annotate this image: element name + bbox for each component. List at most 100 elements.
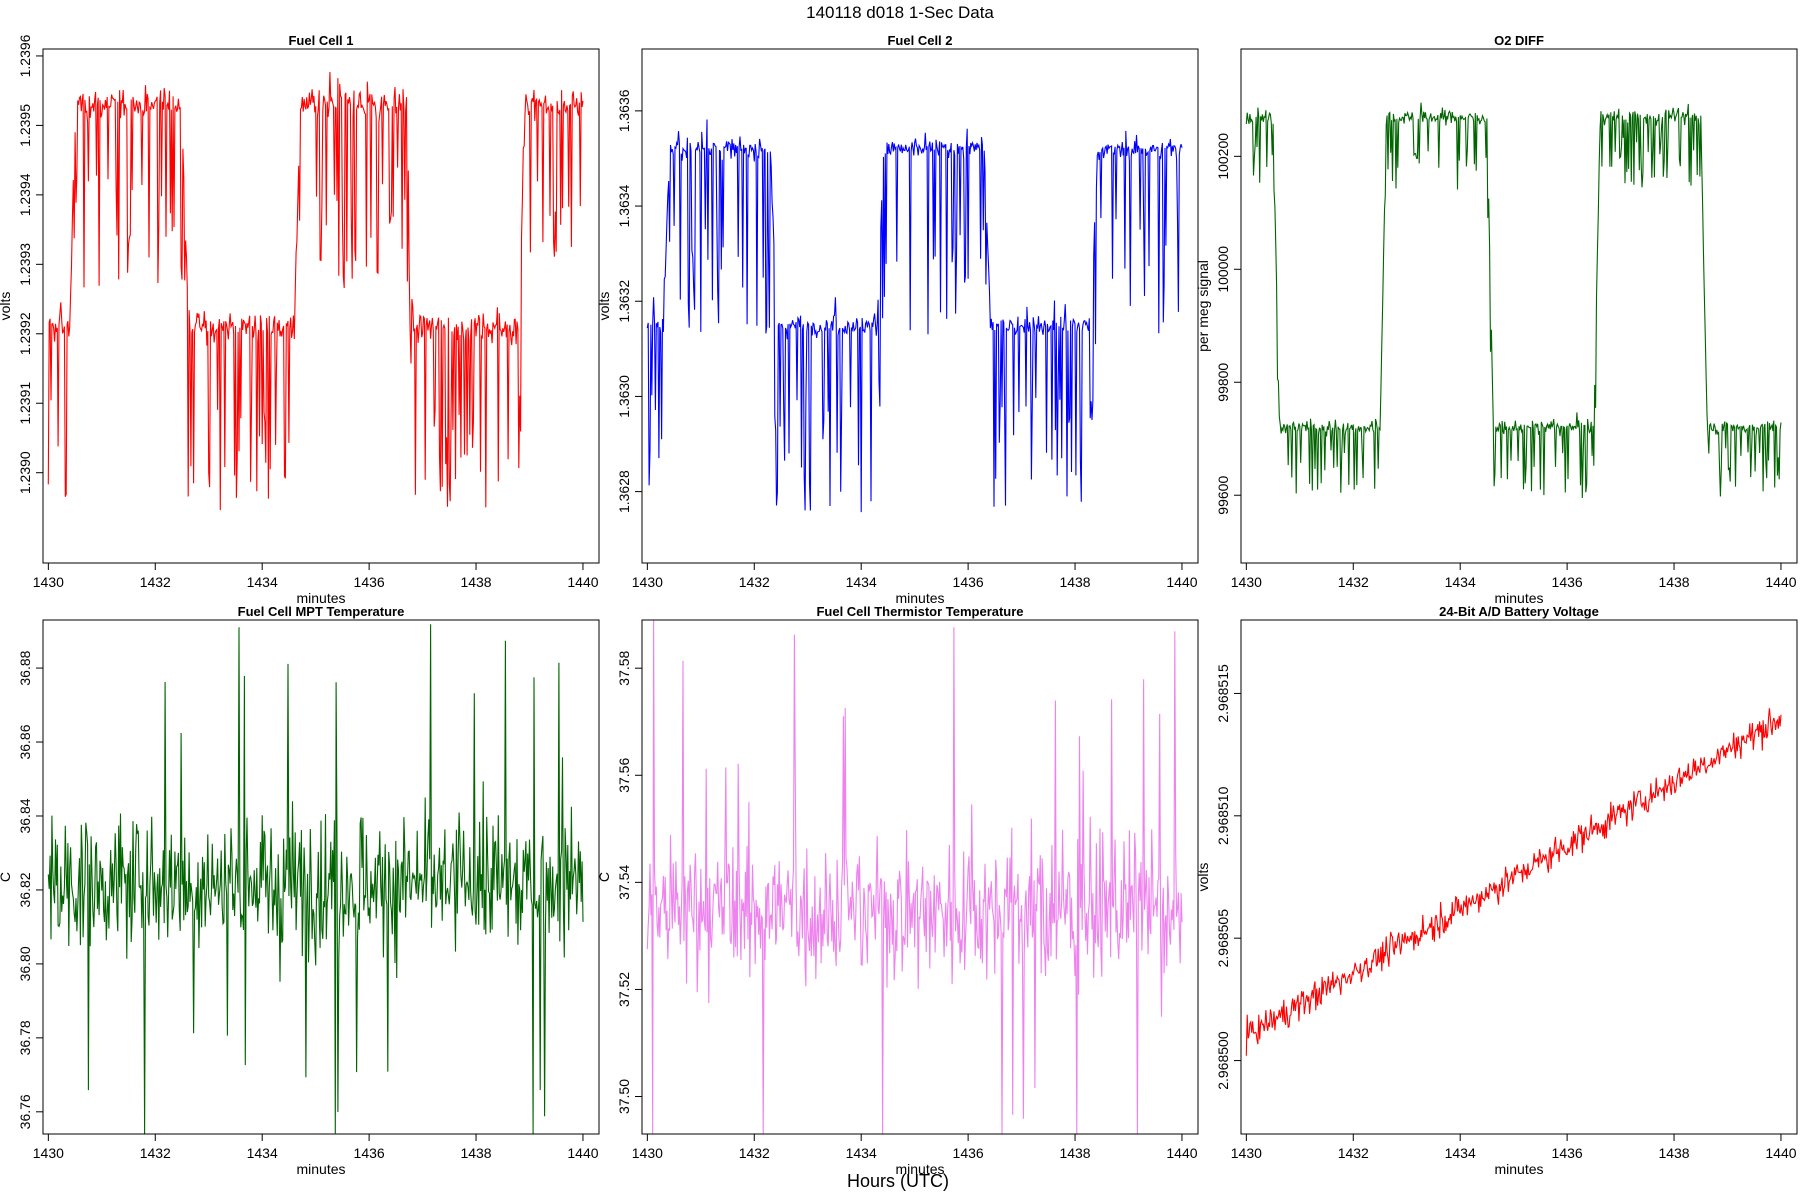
chart-panel-6: 24-Bit A/D Battery Voltage 1430 1432 1434 14… xyxy=(1195,604,1798,1177)
x-tick-label: 1432 xyxy=(140,1145,171,1161)
y-tick-label: 37.52 xyxy=(616,972,632,1007)
x-tick-label: 1440 xyxy=(1166,1145,1197,1161)
x-tick-label: 1436 xyxy=(953,1145,984,1161)
y-tick-label: 1.3630 xyxy=(616,375,632,418)
y-tick-label: 1.2393 xyxy=(17,243,33,286)
x-tick-label: 1438 xyxy=(460,574,491,590)
x-tick-label: 1438 xyxy=(1658,574,1689,590)
y-tick-label: 99800 xyxy=(1215,363,1231,402)
chart-panel-3: O2 DIFF 1430 1432 1434 1436 1438 1440 minutes 99… xyxy=(1195,33,1798,606)
y-tick-label: 2.968510 xyxy=(1215,786,1231,845)
panel-title: Fuel Cell MPT Temperature xyxy=(238,604,405,619)
chart-panel-1: Fuel Cell 1 1430 1432 1434 1436 1438 1440 minut… xyxy=(0,33,600,606)
y-tick-label: 36.76 xyxy=(17,1094,33,1129)
y-axis-label: volts xyxy=(596,292,612,321)
x-tick-label: 1440 xyxy=(1765,1145,1796,1161)
y-tick-label: 36.82 xyxy=(17,872,33,907)
x-tick-label: 1438 xyxy=(1059,1145,1090,1161)
x-axis-label: minutes xyxy=(895,1161,944,1177)
plot-frame xyxy=(1240,619,1798,1135)
y-tick-label: 1.2392 xyxy=(17,312,33,355)
x-tick-label: 1436 xyxy=(354,574,385,590)
y-tick-label: 2.968500 xyxy=(1215,1031,1231,1090)
x-tick-label: 1432 xyxy=(1338,1145,1369,1161)
series-line xyxy=(47,624,584,1135)
y-tick-label: 36.88 xyxy=(17,650,33,685)
x-tick-label: 1434 xyxy=(846,574,877,590)
y-axis-label: volts xyxy=(0,292,13,321)
x-tick-label: 1438 xyxy=(1658,1145,1689,1161)
x-axis-label: minutes xyxy=(296,1161,345,1177)
y-tick-label: 1.2396 xyxy=(17,34,33,77)
figure-xlabel: Hours (UTC) xyxy=(847,1171,949,1191)
x-tick-label: 1436 xyxy=(1552,1145,1583,1161)
y-axis-label: per meg signal xyxy=(1195,260,1211,352)
series-line xyxy=(646,119,1183,513)
y-tick-label: 1.3636 xyxy=(616,89,632,132)
panel-title: Fuel Cell Thermistor Temperature xyxy=(816,604,1023,619)
x-axis-label: minutes xyxy=(1494,590,1543,606)
y-tick-label: 1.2395 xyxy=(17,104,33,147)
y-tick-label: 1.2394 xyxy=(17,173,33,216)
plot-frame xyxy=(1240,48,1798,564)
x-axis-label: minutes xyxy=(296,590,345,606)
x-tick-label: 1440 xyxy=(567,574,598,590)
panel-title: O2 DIFF xyxy=(1494,33,1544,48)
y-tick-label: 1.3628 xyxy=(616,470,632,513)
figure-title: 140118 d018 1-Sec Data xyxy=(806,3,994,22)
plot-frame xyxy=(641,619,1199,1135)
y-tick-label: 37.58 xyxy=(616,650,632,685)
y-tick-label: 1.3632 xyxy=(616,280,632,323)
plot-frame xyxy=(641,48,1199,564)
x-tick-label: 1436 xyxy=(953,574,984,590)
y-tick-label: 2.968515 xyxy=(1215,664,1231,723)
x-tick-label: 1432 xyxy=(140,574,171,590)
x-tick-label: 1432 xyxy=(739,574,770,590)
y-tick-label: 100200 xyxy=(1215,133,1231,180)
chart-panel-2: Fuel Cell 2 1430 1432 1434 1436 1438 1440 minut… xyxy=(596,33,1199,606)
y-tick-label: 36.86 xyxy=(17,724,33,759)
y-tick-label: 36.80 xyxy=(17,946,33,981)
x-tick-label: 1430 xyxy=(1231,1145,1262,1161)
y-tick-label: 2.968505 xyxy=(1215,909,1231,968)
panels-group: Fuel Cell 1 1430 1432 1434 1436 1438 1440 minut… xyxy=(0,33,1798,1177)
x-tick-label: 1434 xyxy=(1445,1145,1476,1161)
x-tick-label: 1432 xyxy=(739,1145,770,1161)
series-line xyxy=(1245,708,1782,1056)
x-tick-label: 1436 xyxy=(1552,574,1583,590)
x-tick-label: 1430 xyxy=(33,1145,64,1161)
series-line xyxy=(1245,102,1782,499)
y-tick-label: 37.54 xyxy=(616,865,632,900)
x-tick-label: 1430 xyxy=(1231,574,1262,590)
x-tick-label: 1432 xyxy=(1338,574,1369,590)
y-tick-label: 99600 xyxy=(1215,476,1231,515)
x-tick-label: 1440 xyxy=(1166,574,1197,590)
y-tick-label: 36.78 xyxy=(17,1020,33,1055)
y-tick-label: 100000 xyxy=(1215,246,1231,293)
x-axis-label: minutes xyxy=(1494,1161,1543,1177)
y-tick-label: 1.3634 xyxy=(616,184,632,227)
x-tick-label: 1440 xyxy=(1765,574,1796,590)
y-tick-label: 37.50 xyxy=(616,1079,632,1114)
x-tick-label: 1436 xyxy=(354,1145,385,1161)
chart-panel-4: Fuel Cell MPT Temperature 1430 1432 1434 143… xyxy=(0,604,600,1177)
chart-panel-5: Fuel Cell Thermistor Temperature 1430 1432… xyxy=(596,604,1199,1177)
x-tick-label: 1434 xyxy=(1445,574,1476,590)
y-axis-label: C xyxy=(0,872,13,882)
x-tick-label: 1434 xyxy=(247,1145,278,1161)
plot-frame xyxy=(42,619,600,1135)
x-tick-label: 1430 xyxy=(632,574,663,590)
panel-title: Fuel Cell 1 xyxy=(288,33,353,48)
x-tick-label: 1434 xyxy=(846,1145,877,1161)
y-tick-label: 1.2390 xyxy=(17,451,33,494)
x-axis-label: minutes xyxy=(895,590,944,606)
y-axis-label: C xyxy=(596,872,612,882)
series-line xyxy=(646,619,1183,1135)
plot-frame xyxy=(42,48,600,564)
panel-title: 24-Bit A/D Battery Voltage xyxy=(1439,604,1599,619)
x-tick-label: 1430 xyxy=(632,1145,663,1161)
x-tick-label: 1438 xyxy=(1059,574,1090,590)
x-tick-label: 1430 xyxy=(33,574,64,590)
y-tick-label: 36.84 xyxy=(17,798,33,833)
